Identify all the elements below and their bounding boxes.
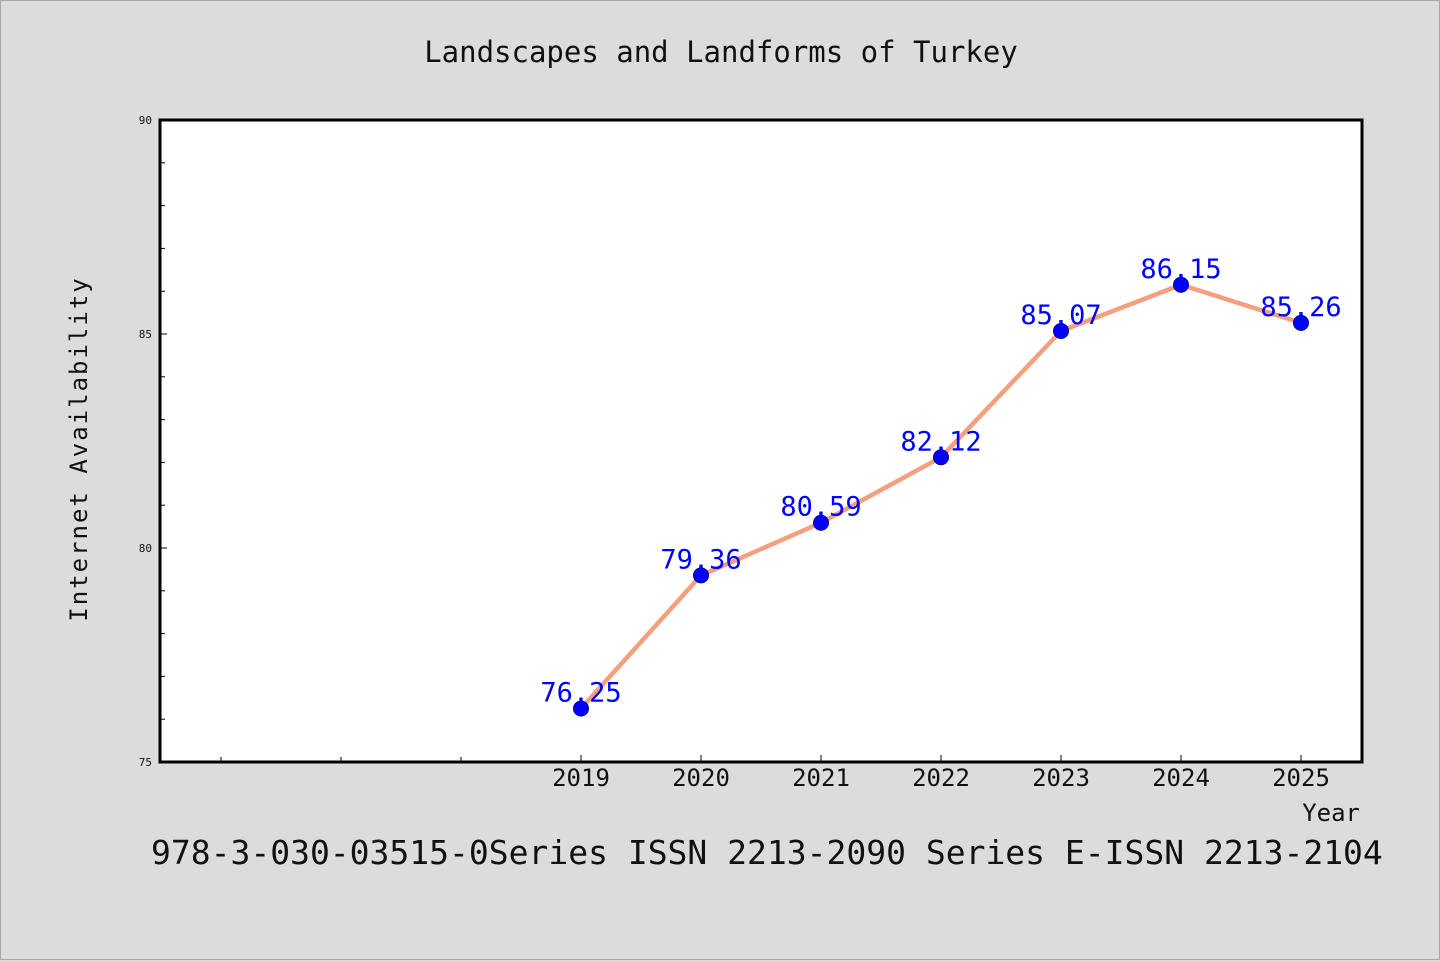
x-tick-label: 2019 <box>552 764 610 792</box>
data-label: 79.36 <box>660 544 741 575</box>
y-axis-label: Internet Availability <box>65 276 93 621</box>
x-axis-label: Year <box>1302 799 1360 827</box>
data-label: 80.59 <box>780 492 861 523</box>
data-point <box>693 567 709 584</box>
y-axis: 75 80 85 90 <box>139 114 167 769</box>
x-tick-label: 2020 <box>672 764 730 792</box>
data-point <box>813 514 829 531</box>
series-group: 76.25 79.36 80.59 82.12 85.07 86.15 85.26 <box>540 254 1342 717</box>
data-point <box>573 700 589 717</box>
data-label: 82.12 <box>900 426 981 457</box>
data-point <box>1053 323 1069 340</box>
data-label: 76.25 <box>540 678 621 709</box>
x-tick-label: 2023 <box>1032 764 1090 792</box>
data-point <box>933 449 949 466</box>
x-tick-label: 2025 <box>1272 764 1330 792</box>
footer-text: 978-3-030-03515-0Series ISSN 2213-2090 S… <box>151 833 1383 872</box>
data-point <box>1173 276 1189 293</box>
data-label: 85.07 <box>1020 300 1101 331</box>
y-tick-label: 75 <box>139 756 152 769</box>
x-tick-label: 2021 <box>792 764 850 792</box>
data-point <box>1293 314 1309 331</box>
y-tick-label: 85 <box>139 328 152 341</box>
y-tick-label: 80 <box>139 542 152 555</box>
chart-title: Landscapes and Landforms of Turkey <box>424 35 1018 69</box>
x-axis: 2019 2020 2021 2022 2023 2024 2025 <box>220 755 1330 792</box>
x-tick-label: 2022 <box>912 764 970 792</box>
data-label: 86.15 <box>1140 254 1221 285</box>
plot-area <box>158 118 1364 764</box>
y-tick-label: 90 <box>139 114 152 127</box>
x-tick-label: 2024 <box>1152 764 1210 792</box>
data-label: 85.26 <box>1260 292 1341 323</box>
